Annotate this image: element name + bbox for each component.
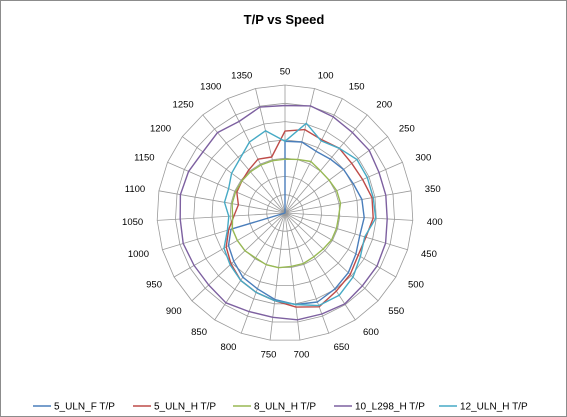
category-label: 800 bbox=[221, 342, 237, 353]
chart-title: T/P vs Speed bbox=[244, 12, 325, 27]
category-label: 850 bbox=[191, 327, 207, 338]
grid-spoke bbox=[173, 212, 286, 278]
category-label: 50 bbox=[280, 67, 291, 78]
series-lines bbox=[179, 104, 388, 321]
series-line bbox=[227, 140, 365, 306]
grid-spoke bbox=[202, 114, 286, 214]
grid-spoke bbox=[240, 212, 286, 334]
category-label: 1300 bbox=[200, 82, 221, 93]
category-label: 500 bbox=[408, 280, 424, 291]
grid-spoke bbox=[284, 212, 379, 302]
grid-spoke bbox=[182, 136, 286, 214]
grid-ring bbox=[175, 102, 395, 323]
grid-ring bbox=[266, 194, 304, 232]
category-label: 600 bbox=[363, 327, 379, 338]
category-label: 1050 bbox=[122, 217, 143, 228]
category-label: 300 bbox=[415, 152, 431, 163]
legend-entry: 10_L298_H T/P bbox=[355, 402, 425, 413]
grid-spoke bbox=[284, 98, 343, 214]
category-label: 900 bbox=[166, 306, 182, 317]
grid-spoke bbox=[191, 212, 286, 302]
grid-spoke bbox=[158, 190, 286, 214]
category-label: 650 bbox=[334, 342, 350, 353]
category-label: 550 bbox=[388, 306, 404, 317]
category-label: 400 bbox=[427, 217, 443, 228]
series-line bbox=[223, 122, 377, 307]
legend-entry: 5_ULN_F T/P bbox=[54, 402, 115, 413]
grid-spoke bbox=[255, 88, 286, 214]
grid-spoke bbox=[284, 161, 403, 214]
category-labels: 50 100 150 200 250 300 350 400 450 500 550 600 650 70… bbox=[122, 67, 443, 361]
grid-spoke bbox=[284, 136, 388, 214]
category-label: 350 bbox=[425, 184, 441, 195]
grid-spoke bbox=[284, 212, 408, 251]
grid-spoke bbox=[284, 114, 368, 214]
category-label: 750 bbox=[261, 350, 277, 361]
grid-spoke bbox=[157, 212, 286, 221]
category-label: 950 bbox=[146, 280, 162, 291]
category-label: 1100 bbox=[125, 184, 145, 195]
grid-spoke bbox=[167, 161, 286, 214]
category-label: 450 bbox=[421, 249, 437, 260]
grid-ring bbox=[248, 175, 322, 250]
legend-entry: 8_ULN_H T/P bbox=[254, 402, 316, 413]
grid-spoke bbox=[269, 212, 286, 341]
category-label: 1350 bbox=[231, 70, 252, 81]
category-label: 1200 bbox=[150, 124, 171, 135]
category-label: 100 bbox=[318, 70, 334, 81]
grid-spoke bbox=[227, 98, 286, 214]
grid-spoke bbox=[284, 212, 413, 221]
grid-spoke bbox=[284, 212, 330, 334]
legend: 5_ULN_F T/P 5_ULN_H T/P 8_ULN_H T/P 10_L298… bbox=[33, 402, 528, 413]
radar-grid bbox=[156, 84, 414, 341]
grid-spoke bbox=[284, 88, 315, 214]
grid-spoke bbox=[284, 212, 301, 341]
category-label: 1000 bbox=[128, 249, 149, 260]
grid-ring bbox=[156, 84, 414, 341]
category-label: 200 bbox=[376, 100, 392, 111]
category-label: 1150 bbox=[134, 152, 154, 163]
grid-spoke bbox=[284, 190, 412, 214]
legend-entry: 5_ULN_H T/P bbox=[154, 402, 216, 413]
category-label: 150 bbox=[349, 82, 365, 93]
grid-spoke bbox=[214, 212, 286, 321]
grid-spoke bbox=[284, 212, 356, 321]
series-line bbox=[231, 158, 342, 269]
category-label: 250 bbox=[399, 124, 415, 135]
category-label: 1250 bbox=[173, 100, 194, 111]
legend-entry: 12_ULN_H T/P bbox=[460, 402, 528, 413]
series-line bbox=[179, 104, 388, 321]
category-label: 700 bbox=[294, 350, 310, 361]
